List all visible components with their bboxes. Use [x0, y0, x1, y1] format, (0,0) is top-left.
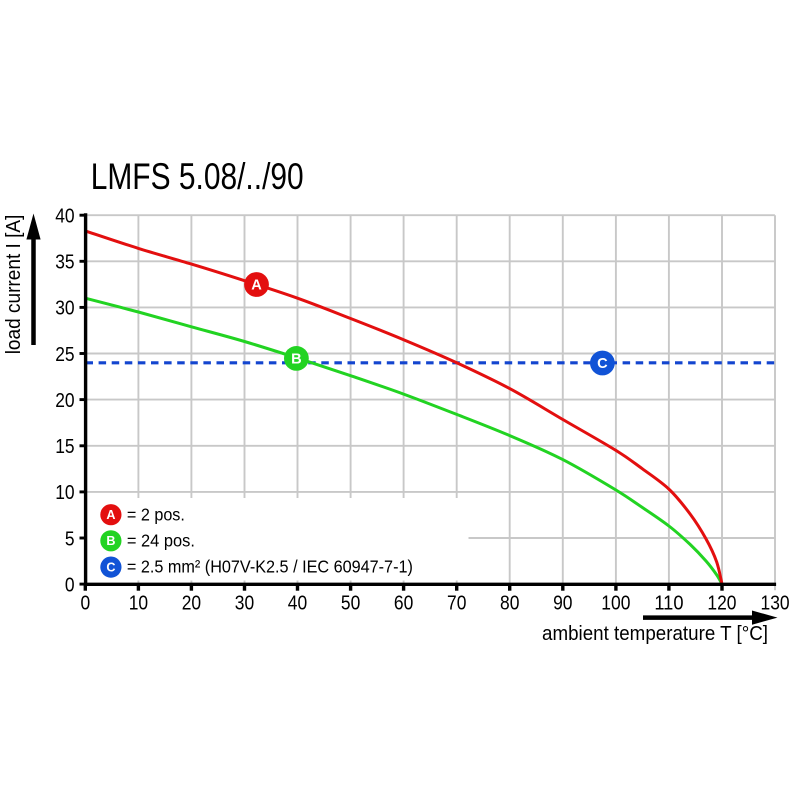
- svg-text:30: 30: [235, 592, 254, 615]
- svg-text:35: 35: [55, 251, 74, 274]
- svg-text:40: 40: [55, 205, 74, 228]
- svg-text:90: 90: [553, 592, 572, 615]
- svg-text:B: B: [291, 351, 302, 367]
- svg-text:10: 10: [129, 592, 148, 615]
- svg-text:= 2 pos.: = 2 pos.: [127, 504, 185, 524]
- svg-text:30: 30: [55, 297, 74, 320]
- svg-text:A: A: [251, 278, 262, 294]
- svg-text:C: C: [597, 356, 608, 372]
- svg-text:110: 110: [654, 592, 683, 615]
- svg-text:load current I [A]: load current I [A]: [2, 215, 25, 355]
- svg-text:20: 20: [182, 592, 201, 615]
- svg-text:15: 15: [55, 435, 74, 458]
- svg-text:C: C: [106, 560, 115, 574]
- svg-text:ambient temperature T [°C]: ambient temperature T [°C]: [542, 622, 768, 645]
- svg-text:70: 70: [447, 592, 466, 615]
- svg-text:A: A: [106, 508, 115, 522]
- svg-text:B: B: [106, 534, 115, 548]
- svg-text:80: 80: [500, 592, 519, 615]
- svg-text:100: 100: [601, 592, 630, 615]
- svg-text:0: 0: [81, 592, 91, 615]
- svg-text:20: 20: [55, 389, 74, 412]
- svg-text:120: 120: [707, 592, 736, 615]
- svg-text:25: 25: [55, 343, 74, 366]
- svg-text:5: 5: [65, 527, 75, 550]
- svg-text:0: 0: [65, 573, 75, 596]
- svg-text:40: 40: [288, 592, 307, 615]
- svg-text:60: 60: [394, 592, 413, 615]
- svg-text:= 2.5 mm² (H07V-K2.5 / IEC 609: = 2.5 mm² (H07V-K2.5 / IEC 60947-7-1): [127, 557, 413, 577]
- svg-text:LMFS 5.08/../90: LMFS 5.08/../90: [91, 156, 304, 197]
- svg-text:10: 10: [55, 481, 74, 504]
- svg-text:50: 50: [341, 592, 360, 615]
- svg-text:130: 130: [761, 592, 790, 615]
- svg-text:= 24 pos.: = 24 pos.: [127, 530, 195, 550]
